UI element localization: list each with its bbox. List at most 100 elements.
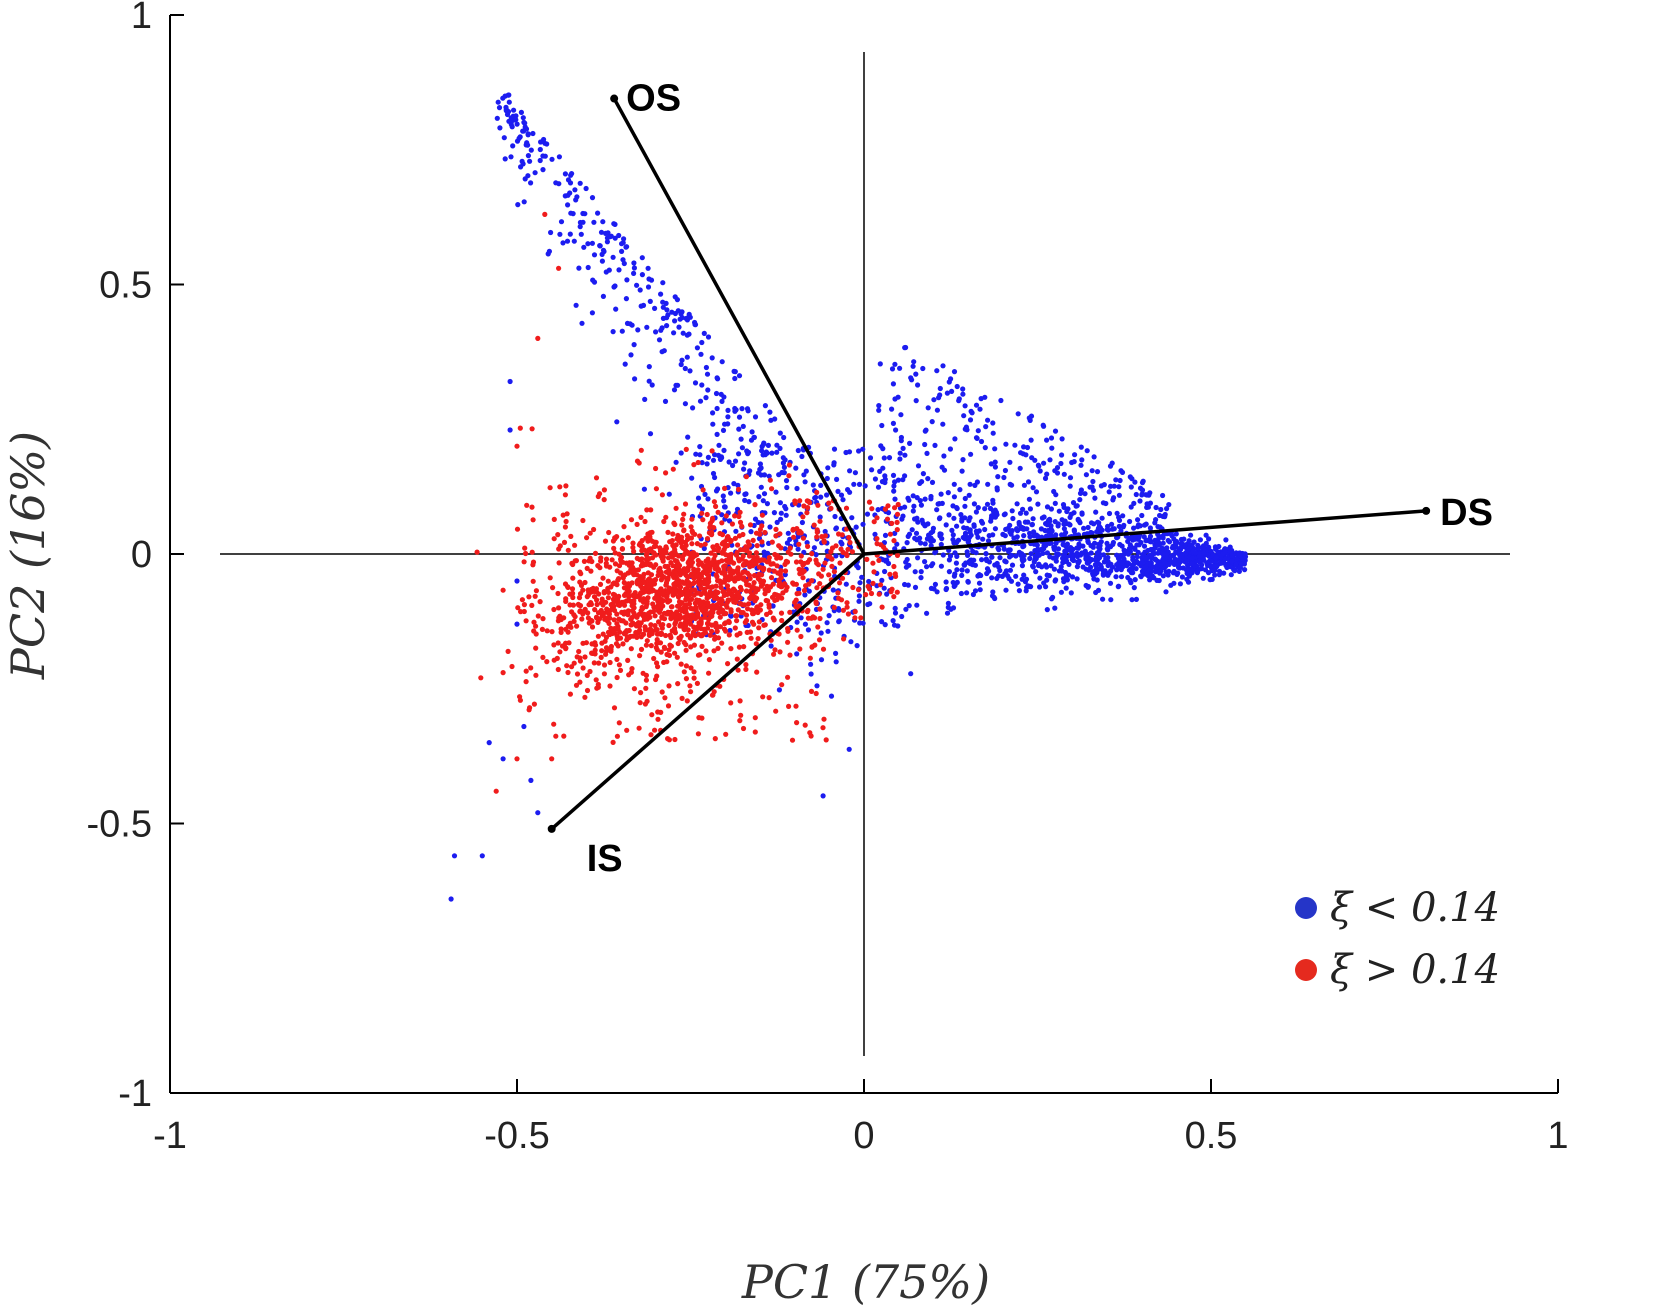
data-point-high	[801, 503, 807, 509]
data-point-high	[638, 447, 644, 453]
data-point-low	[951, 515, 957, 521]
data-point-high	[643, 604, 649, 610]
data-point-high	[712, 552, 718, 559]
data-point-high	[677, 579, 683, 585]
data-point-high	[661, 518, 667, 525]
data-point-low	[1109, 521, 1115, 527]
data-point-low	[578, 231, 584, 237]
data-point-low	[939, 464, 945, 470]
data-point-high	[736, 644, 743, 650]
data-point-high	[603, 556, 610, 562]
data-point-low	[1177, 565, 1183, 571]
data-point-low	[751, 434, 757, 441]
data-point-low	[990, 532, 996, 538]
data-point-low	[1242, 567, 1248, 573]
data-point-low	[1035, 501, 1041, 507]
data-point-high	[790, 527, 796, 533]
data-point-high	[695, 731, 702, 737]
data-point-high	[706, 670, 712, 676]
data-point-low	[910, 493, 916, 499]
data-point-low	[525, 153, 532, 159]
data-point-low	[854, 563, 860, 569]
data-point-high	[704, 511, 710, 518]
data-point-high	[565, 629, 571, 635]
loading-endpoint-ds	[1422, 506, 1431, 515]
data-point-low	[1077, 497, 1083, 503]
data-point-high	[779, 617, 785, 624]
data-point-low	[1007, 459, 1013, 465]
data-point-high	[805, 543, 811, 550]
data-point-low	[710, 457, 717, 463]
data-point-high	[563, 645, 569, 651]
data-point-low	[912, 535, 918, 541]
data-point-low	[818, 482, 824, 488]
data-point-high	[715, 548, 721, 554]
data-point-high	[563, 598, 569, 605]
data-point-high	[762, 529, 768, 536]
data-point-low	[1153, 504, 1159, 511]
data-point-low	[1051, 566, 1057, 572]
data-point-low	[929, 479, 936, 485]
data-point-high	[642, 627, 649, 633]
data-point-low	[1127, 474, 1133, 480]
data-point-high	[556, 265, 562, 271]
data-point-high	[646, 589, 652, 595]
data-point-low	[1090, 478, 1096, 485]
data-point-high	[647, 626, 654, 632]
data-point-high	[671, 574, 677, 581]
data-point-low	[660, 280, 666, 286]
data-point-high	[822, 560, 828, 566]
data-point-low	[913, 398, 919, 404]
data-point-low	[1016, 588, 1023, 594]
data-point-low	[897, 365, 903, 371]
data-point-low	[565, 177, 572, 183]
data-point-low	[713, 390, 720, 397]
data-point-low	[1170, 570, 1176, 576]
data-point-low	[1184, 570, 1190, 577]
data-point-high	[715, 509, 721, 515]
data-point-low	[891, 488, 897, 494]
data-point-low	[1188, 532, 1194, 538]
data-point-low	[1155, 539, 1162, 545]
data-point-high	[695, 590, 702, 596]
data-point-low	[1242, 556, 1248, 562]
data-point-high	[797, 646, 803, 652]
data-point-high	[855, 587, 862, 593]
data-point-low	[679, 309, 685, 315]
data-point-low	[860, 446, 866, 452]
data-point-high	[582, 579, 588, 586]
data-point-high	[701, 581, 707, 587]
data-point-low	[918, 540, 924, 546]
data-point-high	[658, 630, 665, 637]
data-point-low	[1120, 513, 1126, 519]
data-point-high	[655, 716, 661, 722]
data-point-low	[959, 567, 965, 573]
data-point-high	[737, 601, 744, 607]
data-point-low	[833, 553, 839, 559]
data-point-low	[914, 515, 920, 521]
data-point-high	[717, 624, 724, 630]
data-point-high	[794, 720, 800, 726]
data-point-high	[709, 448, 715, 454]
data-point-low	[506, 99, 512, 105]
data-point-high	[796, 541, 802, 547]
data-point-low	[972, 588, 979, 594]
data-point-high	[672, 630, 679, 636]
data-point-low	[532, 170, 538, 176]
data-point-low	[1137, 523, 1143, 529]
data-point-high	[700, 631, 706, 637]
data-point-low	[1108, 544, 1114, 550]
data-point-low	[716, 442, 722, 448]
data-point-low	[721, 504, 728, 510]
data-point-low	[900, 445, 906, 451]
legend-marker-high	[1295, 959, 1317, 981]
data-point-low	[989, 554, 995, 560]
data-point-low	[965, 539, 971, 545]
data-point-high	[595, 633, 602, 639]
data-point-high	[685, 567, 691, 573]
data-point-low	[1164, 545, 1170, 551]
data-point-low	[1026, 415, 1032, 421]
data-point-low	[1078, 552, 1084, 558]
data-point-high	[739, 523, 745, 530]
data-point-low	[877, 361, 883, 367]
